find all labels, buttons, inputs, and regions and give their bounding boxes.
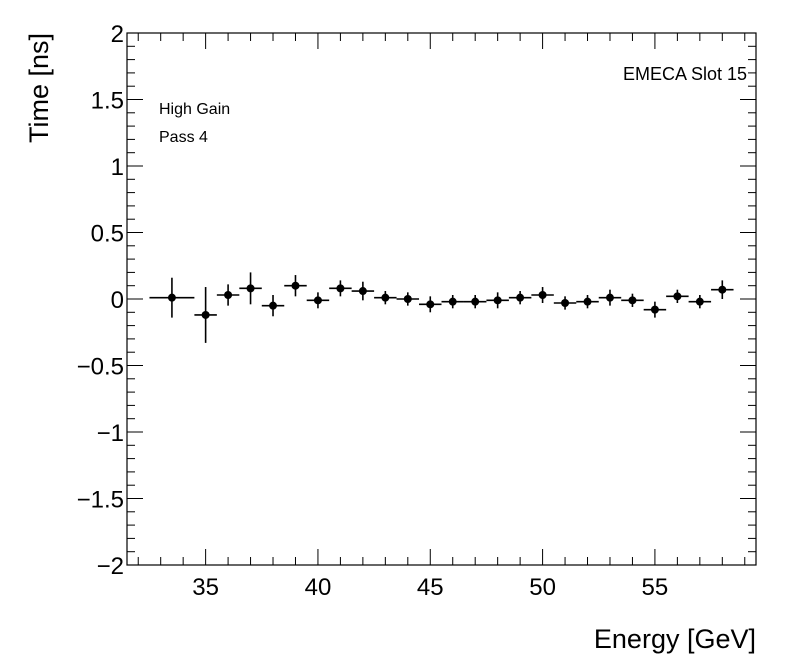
data-point (167, 293, 176, 302)
y-tick-label: 0 (111, 287, 124, 314)
x-tick-label: 45 (417, 574, 444, 601)
data-point (403, 295, 412, 303)
data-point-group (396, 292, 420, 306)
data-point (493, 296, 502, 305)
data-point-group (711, 280, 734, 299)
data-point-group (531, 287, 554, 303)
data-point-group (598, 289, 622, 306)
data-point-group (239, 272, 262, 305)
data-point-group (351, 281, 375, 301)
data-point-group (306, 292, 330, 309)
data-point (628, 296, 637, 305)
y-tick-label: −1.5 (77, 487, 124, 514)
data-point (201, 310, 210, 319)
data-point (246, 284, 255, 293)
data-point-group (441, 295, 464, 309)
data-point-group (419, 296, 442, 313)
data-point (561, 298, 570, 307)
data-point-group (261, 295, 285, 317)
data-point (291, 281, 300, 290)
data-point (695, 297, 704, 306)
y-tick-label: −0.5 (77, 354, 124, 381)
data-point-group (508, 291, 532, 305)
data-point (718, 285, 727, 294)
y-tick-label: 1 (111, 154, 124, 181)
data-point (650, 305, 659, 314)
data-point (448, 297, 457, 306)
data-point (538, 291, 547, 300)
axis-tick-labels: 35 40 45 50 55 −2 −1.5 −1 −0.5 0 0.5 1 1.5 2 (77, 21, 669, 601)
data-point-group (194, 287, 217, 343)
data-point (605, 293, 614, 302)
data-point (673, 292, 682, 301)
data-point (381, 293, 390, 302)
data-point-group (666, 289, 689, 303)
x-tick-label: 35 (192, 574, 219, 601)
data-point (224, 291, 233, 300)
data-point (516, 293, 525, 302)
data-point-group (149, 277, 195, 318)
data-point (471, 297, 480, 306)
annotation-top-right: EMECA Slot 15 (623, 64, 747, 84)
x-tick-label: 55 (642, 574, 669, 601)
data-point-group (216, 284, 240, 306)
y-tick-label: 0.5 (91, 221, 124, 248)
data-point-group (463, 295, 487, 309)
data-point-group (329, 280, 352, 297)
annotation-high-gain: High Gain (159, 101, 230, 118)
x-tick-label: 40 (305, 574, 332, 601)
data-point (426, 300, 435, 309)
data-point-group (643, 301, 667, 318)
y-tick-label: −2 (97, 553, 124, 580)
data-point-group (576, 295, 599, 309)
data-point-group (553, 296, 577, 310)
x-axis-title: Energy [GeV] (594, 624, 756, 654)
data-point-group (374, 291, 397, 305)
data-point-group (486, 292, 509, 309)
y-tick-label: −1 (97, 420, 124, 447)
data-point-group (284, 275, 307, 297)
data-point-group (621, 293, 644, 307)
y-tick-label: 2 (111, 21, 124, 48)
y-axis-title: Time [ns] (24, 33, 54, 143)
data-point (336, 284, 345, 293)
y-tick-label: 1.5 (91, 88, 124, 115)
data-point (583, 297, 592, 306)
data-point-group (688, 295, 712, 309)
data-points (149, 272, 734, 343)
data-point (313, 296, 322, 305)
annotation-pass: Pass 4 (159, 129, 208, 146)
data-point (269, 301, 278, 310)
x-tick-label: 50 (529, 574, 556, 601)
data-point (358, 287, 367, 296)
plot-frame (126, 32, 757, 566)
